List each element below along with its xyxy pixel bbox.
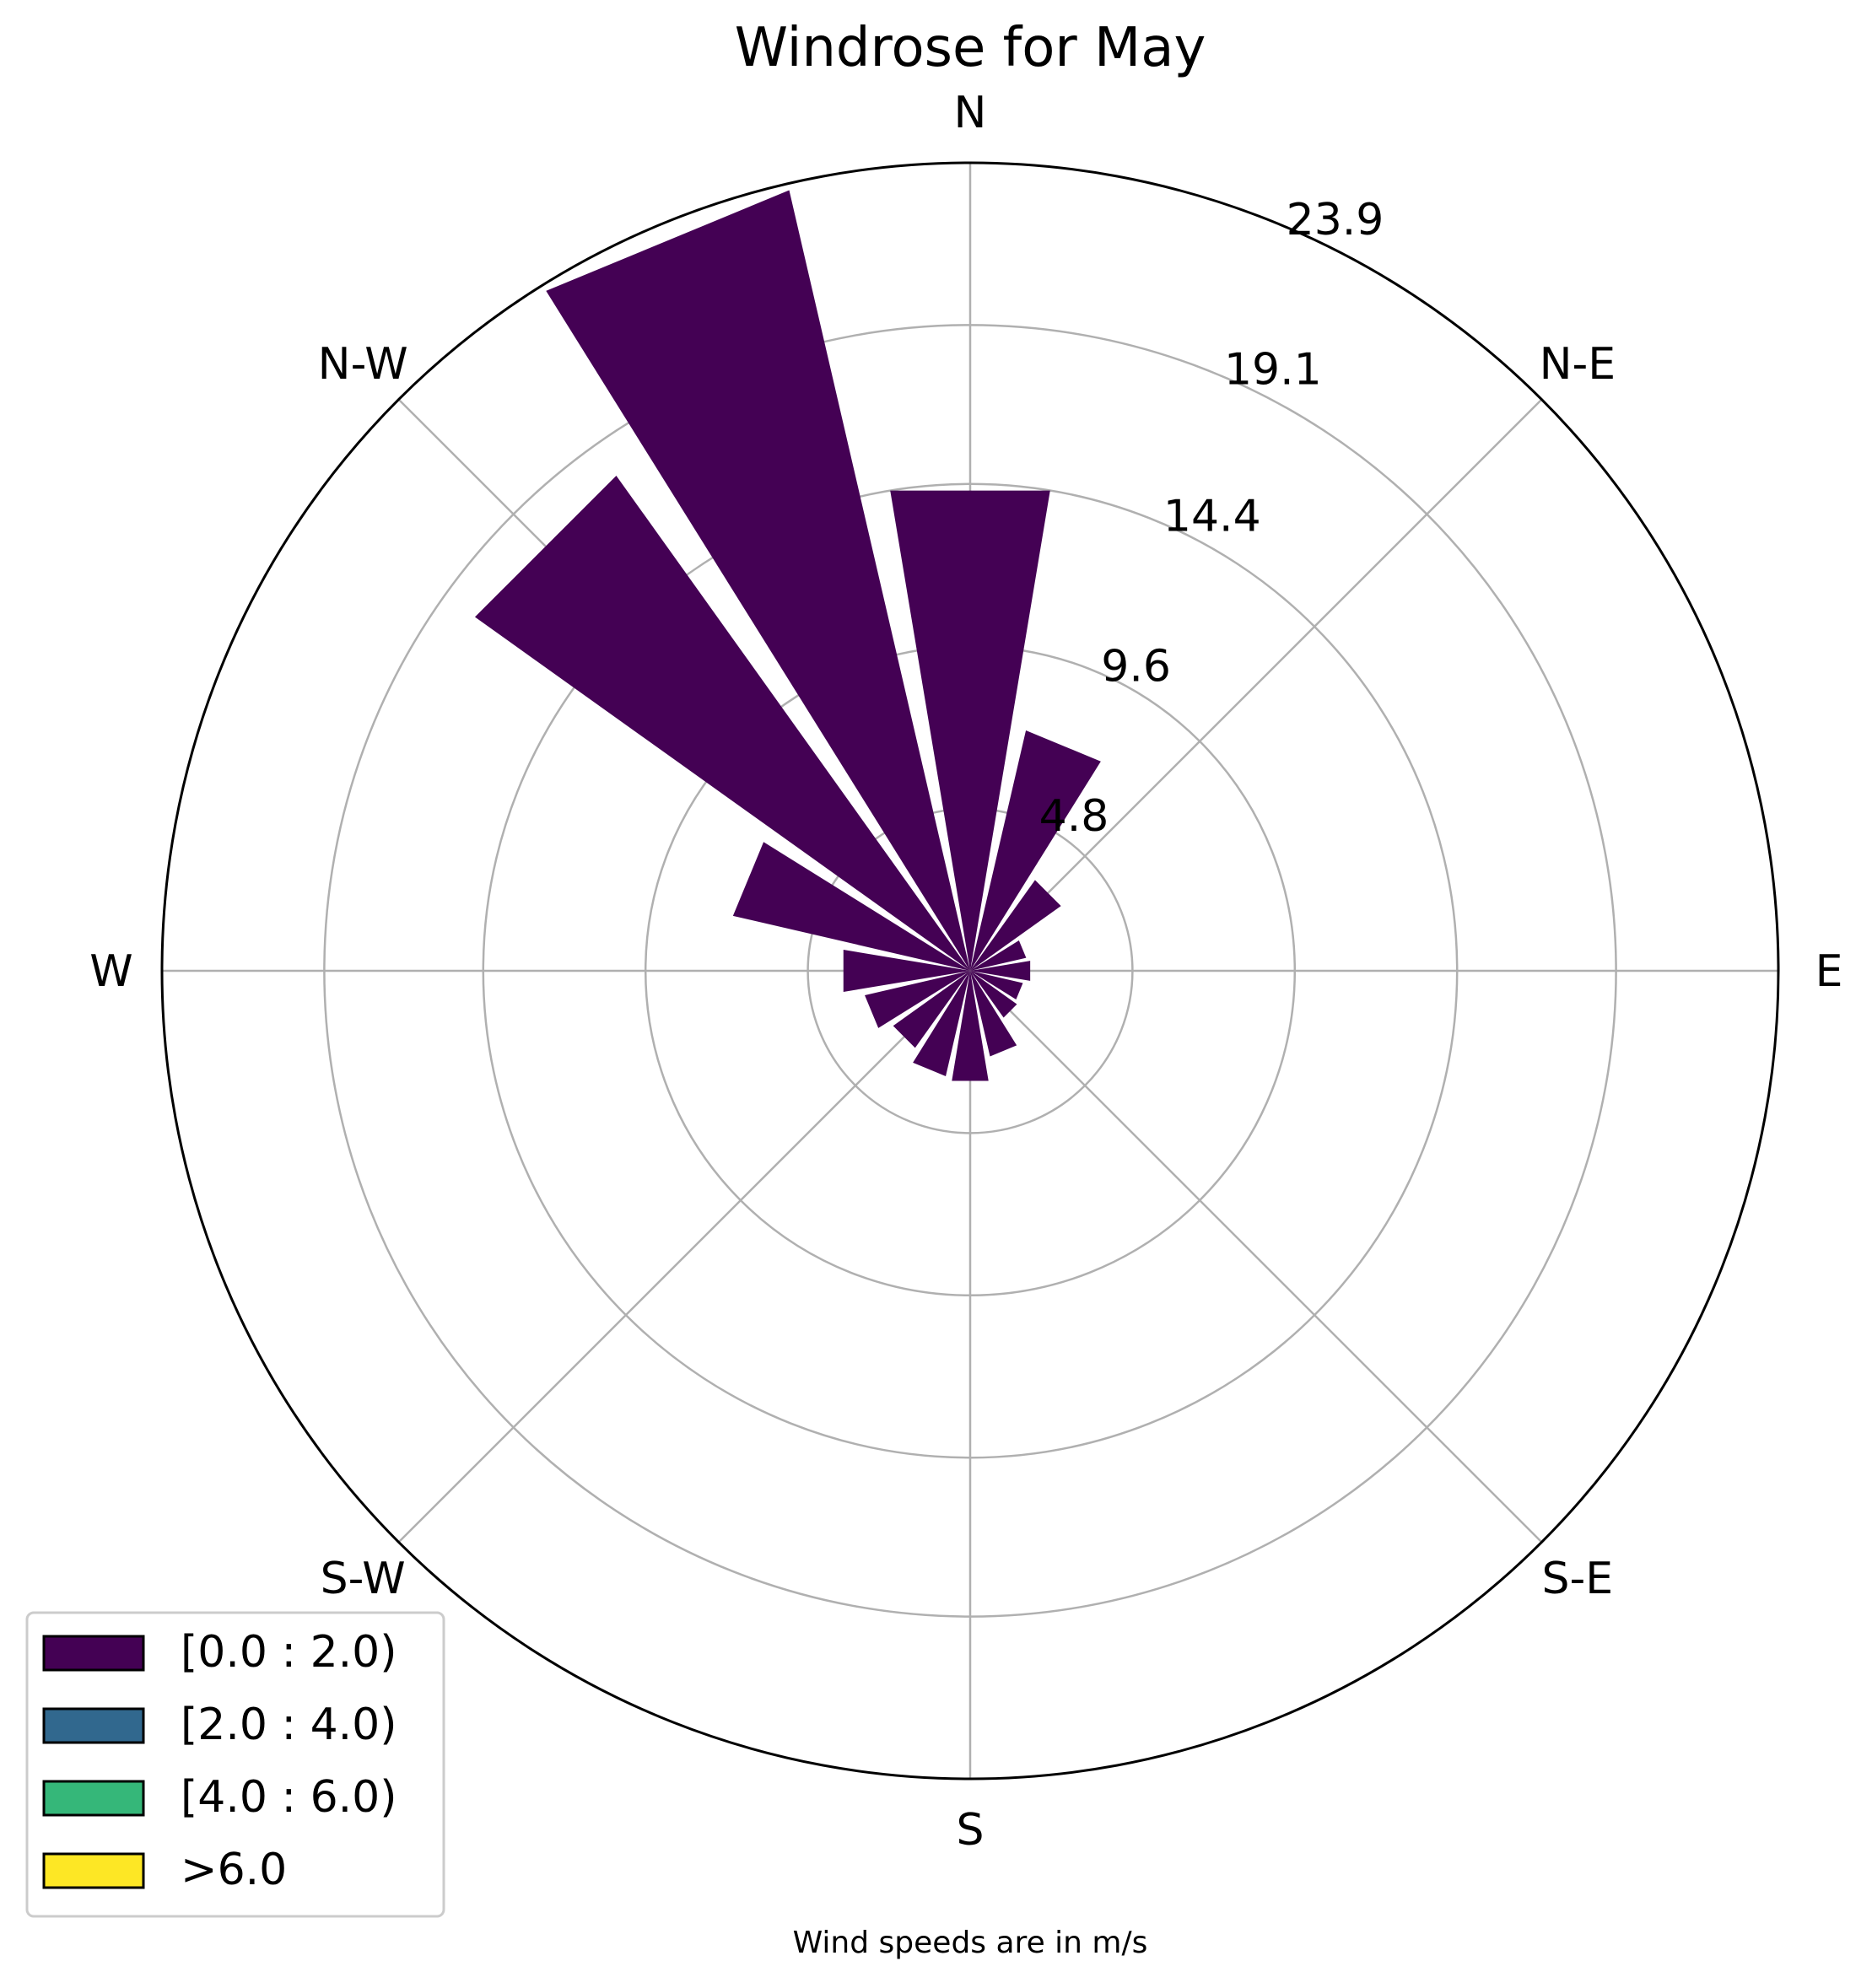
wind-bar (865, 971, 970, 1028)
direction-label: S (956, 1805, 984, 1856)
legend: [0.0 : 2.0) [2.0 : 4.0) [4.0 : 6.0) >6.0 (25, 1611, 445, 1918)
direction-label: N-W (318, 339, 408, 390)
legend-label: [0.0 : 2.0) (181, 1627, 397, 1678)
legend-swatch (42, 1780, 145, 1817)
radial-tick-label: 9.6 (1101, 641, 1171, 692)
direction-label: N-E (1540, 339, 1616, 390)
legend-label: [4.0 : 6.0) (181, 1772, 397, 1823)
direction-label: W (89, 946, 132, 997)
wind-bar (970, 940, 1027, 971)
wind-bar (890, 490, 1050, 971)
wind-bar (913, 971, 970, 1076)
grid-spoke (397, 970, 971, 1544)
direction-label: S-E (1542, 1554, 1614, 1604)
wind-bar (970, 971, 1017, 1018)
wind-bar (843, 949, 970, 993)
direction-label: N (954, 88, 987, 138)
wind-bar (546, 190, 970, 972)
chart-title: Windrose for May (735, 17, 1206, 79)
wind-bar (732, 842, 970, 971)
wind-bar (970, 971, 1023, 999)
legend-label: [2.0 : 4.0) (181, 1700, 397, 1750)
polar-frame (160, 161, 1780, 1781)
radial-tick-label: 14.4 (1163, 492, 1261, 542)
legend-label: >6.0 (181, 1845, 287, 1895)
legend-swatch (42, 1852, 145, 1889)
wind-bars (474, 190, 1101, 1081)
wind-bar (970, 961, 1031, 981)
wind-bar (970, 971, 1017, 1057)
wind-bar (474, 475, 970, 971)
wind-bar (970, 730, 1101, 971)
direction-labels: E N-E N N-W W S-W S S-E (89, 88, 1842, 1856)
radial-tick-label: 23.9 (1287, 195, 1384, 245)
wind-bar (970, 880, 1061, 971)
wind-bar (893, 971, 970, 1048)
radial-tick-labels: 4.8 9.6 14.4 19.1 23.9 (1039, 195, 1384, 842)
legend-swatch (42, 1635, 145, 1672)
legend-swatch (42, 1707, 145, 1744)
direction-label: E (1815, 946, 1843, 997)
radial-tick-label: 4.8 (1039, 791, 1109, 842)
chart-caption: Wind speeds are in m/s (793, 1926, 1148, 1960)
legend-box (25, 1611, 445, 1918)
direction-label: S-W (321, 1554, 406, 1604)
grid-spoke (969, 398, 1543, 972)
radial-tick-label: 19.1 (1224, 345, 1322, 396)
grid-spoke (969, 970, 1543, 1544)
wind-bar (952, 971, 989, 1081)
